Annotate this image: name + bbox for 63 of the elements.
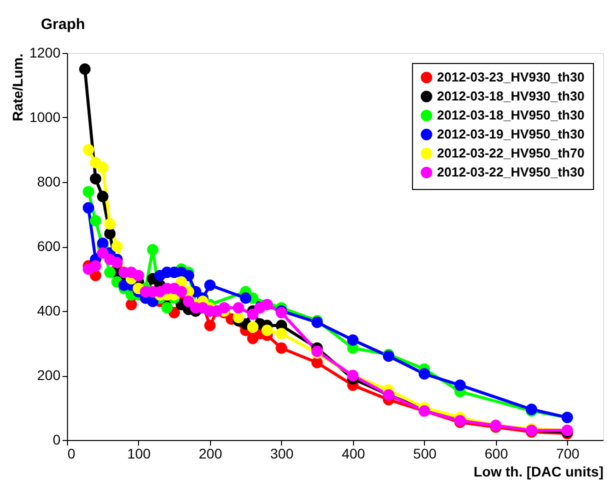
point — [454, 379, 466, 391]
y-tick-label: 400 — [37, 302, 61, 318]
x-tick-label: 200 — [198, 446, 222, 462]
x-tick-label: 100 — [127, 446, 151, 462]
point — [261, 298, 273, 310]
legend-label: 2012-03-22_HV950_th30 — [437, 164, 584, 180]
point — [132, 270, 144, 282]
point — [261, 324, 273, 336]
point — [311, 356, 323, 368]
x-tick-label: 0 — [68, 446, 76, 462]
point — [204, 280, 216, 291]
point — [97, 238, 108, 249]
point — [147, 244, 158, 256]
point — [240, 292, 252, 304]
point — [90, 260, 102, 272]
legend-label: 2012-03-19_HV950_th30 — [437, 126, 584, 142]
point — [204, 320, 216, 332]
point — [247, 308, 259, 320]
point — [111, 240, 123, 252]
legend-label: 2012-03-18_HV950_th30 — [437, 108, 584, 122]
point — [97, 190, 108, 202]
point — [111, 256, 123, 268]
point — [161, 302, 173, 314]
point — [347, 334, 359, 346]
point — [82, 202, 94, 214]
legend-label: 2012-03-18_HV930_th30 — [437, 88, 584, 104]
chart-title: Graph — [40, 16, 86, 33]
point — [79, 63, 91, 75]
y-tick-label: 1000 — [29, 109, 61, 125]
point — [182, 270, 194, 282]
x-tick-label: 400 — [342, 446, 366, 462]
point — [218, 302, 230, 314]
point — [418, 368, 430, 380]
y-axis-title: Rate/Lum. — [9, 54, 26, 122]
x-axis-title: Low th. [DAC units] — [474, 464, 604, 480]
legend-label: 2012-03-23_HV930_th30 — [437, 70, 584, 84]
point — [126, 298, 138, 310]
point — [232, 302, 244, 314]
x-tick-label: 600 — [484, 446, 508, 462]
point — [97, 162, 108, 174]
x-tick-label: 300 — [270, 446, 294, 462]
point — [90, 215, 102, 226]
x-tick-label: 500 — [413, 446, 437, 462]
y-tick-label: 0 — [52, 432, 61, 448]
point — [104, 266, 116, 278]
point — [176, 286, 188, 298]
point — [276, 342, 288, 354]
y-tick-label: 800 — [37, 174, 61, 190]
point — [104, 218, 116, 230]
point — [247, 321, 259, 333]
point — [82, 144, 94, 156]
point — [104, 228, 116, 240]
y-tick-label: 200 — [37, 367, 61, 383]
legend-label: 2012-03-22_HV950_th70 — [437, 146, 584, 160]
point — [276, 328, 288, 340]
point — [82, 186, 94, 198]
y-tick-label: 1200 — [29, 44, 61, 60]
point — [90, 173, 102, 184]
point — [97, 247, 108, 259]
point — [232, 312, 244, 324]
point — [182, 296, 194, 308]
y-tick-label: 600 — [37, 238, 61, 254]
x-tick-label: 700 — [556, 446, 580, 462]
